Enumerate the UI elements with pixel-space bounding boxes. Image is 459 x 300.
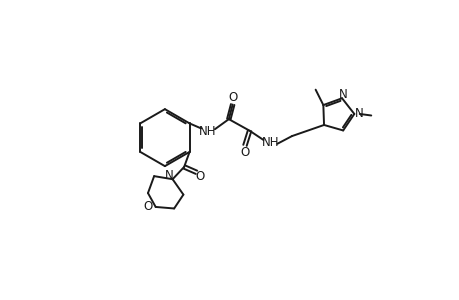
Text: O: O: [228, 91, 237, 104]
Text: N: N: [338, 88, 347, 101]
Text: NH: NH: [261, 136, 279, 149]
Text: N: N: [164, 169, 173, 182]
Text: O: O: [195, 169, 204, 183]
Text: NH: NH: [199, 125, 216, 138]
Text: N: N: [354, 107, 363, 120]
Text: O: O: [240, 146, 249, 159]
Text: O: O: [143, 200, 152, 213]
